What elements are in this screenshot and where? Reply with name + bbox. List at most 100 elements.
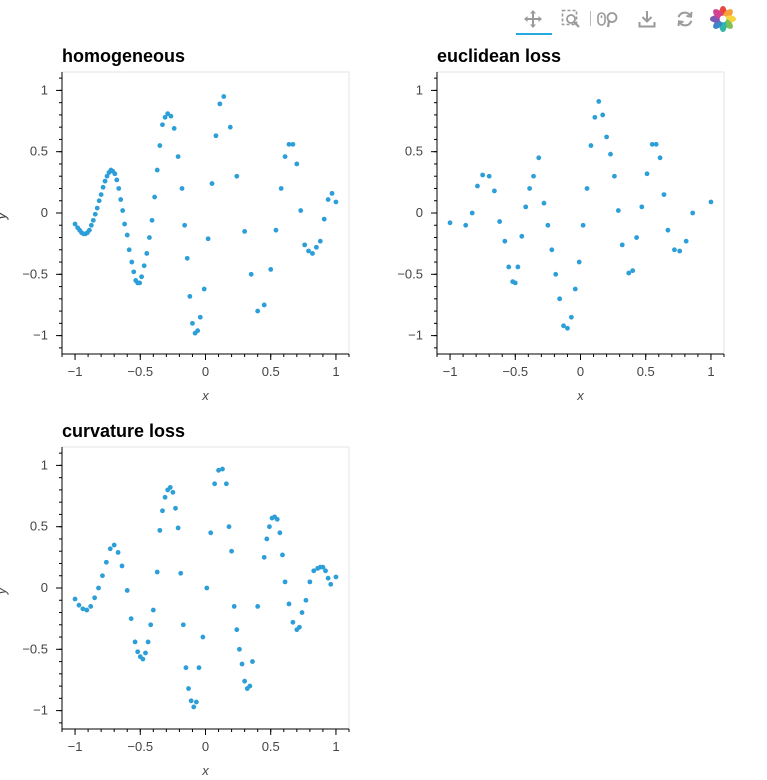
data-point (661, 192, 667, 198)
x-tick-label: 1 (707, 364, 714, 379)
y-tick-label: 1 (41, 82, 48, 97)
data-point (103, 559, 109, 565)
data-point (180, 622, 186, 628)
reset-tool-button[interactable] (668, 2, 702, 36)
y-tick-label: 1 (416, 82, 423, 97)
y-tick-label: −1 (33, 703, 48, 718)
data-point (333, 574, 339, 580)
data-point (212, 481, 218, 487)
scatter-series (447, 99, 714, 331)
data-point (325, 575, 331, 581)
data-point (527, 186, 533, 191)
x-tick-label: 0.5 (637, 364, 655, 379)
data-point (274, 516, 280, 522)
data-point (204, 585, 210, 591)
data-point (150, 607, 156, 613)
data-point (310, 251, 315, 256)
data-point (282, 579, 288, 585)
data-point (196, 665, 202, 671)
data-point (104, 173, 110, 179)
y-tick-label: −0.5 (397, 266, 423, 281)
data-point (486, 173, 492, 179)
wheel-zoom-tool-button[interactable] (592, 2, 626, 36)
scatter-series (72, 466, 339, 710)
data-point (506, 264, 512, 270)
data-point (128, 616, 134, 622)
data-point (615, 208, 621, 213)
data-point (221, 94, 227, 99)
data-point (191, 704, 197, 710)
data-point (321, 216, 327, 222)
data-point (512, 280, 518, 286)
data-point (171, 125, 177, 131)
plot-toolbar (512, 2, 752, 36)
data-point (94, 205, 100, 211)
data-point (229, 548, 234, 554)
data-point (100, 184, 106, 190)
data-point (320, 564, 326, 570)
data-point (112, 171, 118, 177)
data-point (294, 161, 300, 167)
data-point (154, 569, 160, 575)
data-point (200, 634, 206, 640)
data-point (649, 141, 655, 147)
data-point (231, 603, 237, 609)
data-point (255, 308, 261, 314)
data-point (600, 112, 606, 118)
data-point (154, 167, 160, 173)
data-point (475, 183, 480, 189)
data-point (190, 320, 195, 326)
data-point (290, 141, 296, 147)
data-point (515, 264, 521, 270)
x-tick-label: 0 (202, 739, 209, 754)
data-point (239, 661, 245, 667)
pan-tool-button[interactable] (516, 2, 550, 36)
data-point (553, 271, 559, 277)
plot-frame (61, 71, 350, 355)
data-point (297, 624, 302, 630)
data-point (317, 238, 323, 244)
data-point (234, 627, 240, 633)
data-point (157, 527, 163, 533)
data-point (140, 656, 146, 662)
data-point (644, 171, 650, 177)
data-point (107, 546, 113, 552)
data-point (165, 111, 171, 117)
data-point (286, 601, 292, 607)
box-zoom-tool-button[interactable] (554, 2, 588, 36)
data-point (179, 186, 185, 191)
plot-3: curvature loss −1 −0.5 0 0.5 1 x −1 −0.5 0 0.5 1 y (0, 421, 350, 778)
data-point (92, 211, 98, 217)
data-point (261, 302, 267, 308)
data-point (208, 530, 214, 536)
bokeh-logo-link[interactable] (706, 2, 740, 36)
data-point (234, 173, 240, 179)
data-point (88, 603, 94, 609)
data-point (604, 134, 609, 140)
data-point (86, 227, 92, 233)
x-axis-label: x (201, 763, 209, 778)
x-tick-label: 0 (202, 364, 209, 379)
plot-title: euclidean loss (437, 46, 561, 66)
data-point (141, 263, 147, 269)
data-point (170, 489, 176, 495)
data-point (588, 143, 594, 148)
data-point (227, 124, 233, 130)
save-tool-button[interactable] (630, 2, 664, 36)
data-point (147, 235, 152, 240)
data-point (178, 570, 184, 576)
data-point (90, 217, 96, 223)
data-point (217, 101, 223, 107)
active-tool-indicator (516, 33, 552, 35)
data-point (580, 222, 586, 228)
data-point (195, 328, 201, 334)
data-point (118, 197, 124, 202)
data-point (480, 172, 486, 178)
data-point (162, 114, 168, 120)
plot-title: curvature loss (62, 421, 185, 441)
data-point (197, 314, 203, 320)
data-point (120, 208, 126, 213)
data-point (672, 247, 677, 253)
data-point (187, 293, 193, 299)
data-point (175, 525, 181, 531)
